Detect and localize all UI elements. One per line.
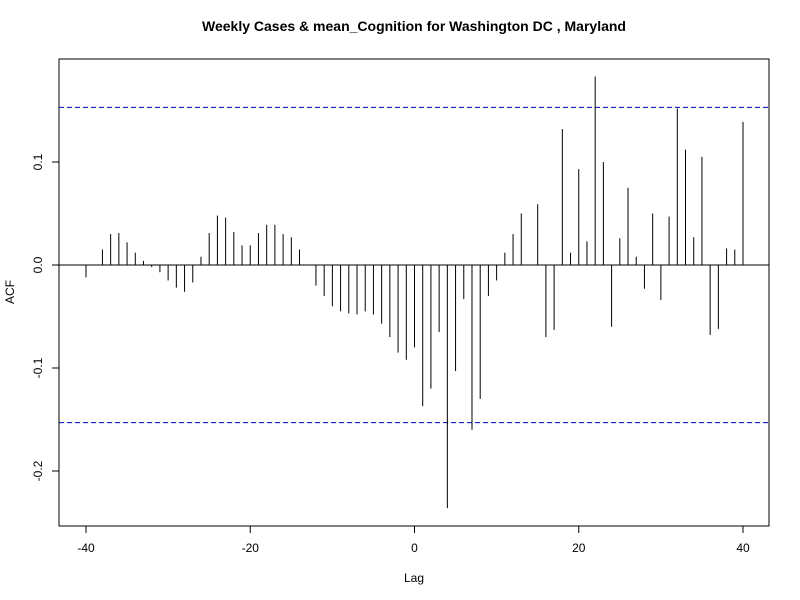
acf-bars — [85, 76, 744, 509]
x-tick-label: 0 — [411, 541, 418, 555]
x-tick-label: 20 — [572, 541, 586, 555]
x-axis-label: Lag — [404, 571, 424, 585]
y-axis: -0.2 -0.1 0.0 0.1 — [31, 153, 60, 481]
y-axis-label: ACF — [3, 280, 17, 304]
x-tick-label: -20 — [242, 541, 260, 555]
y-tick-label: 0.0 — [31, 256, 45, 273]
x-tick-label: -40 — [77, 541, 95, 555]
x-tick-label: 40 — [736, 541, 750, 555]
y-tick-label: -0.2 — [31, 460, 45, 481]
y-tick-label: 0.1 — [31, 153, 45, 170]
chart-title: Weekly Cases & mean_Cognition for Washin… — [202, 18, 626, 34]
confidence-bounds — [59, 106, 769, 424]
x-axis: -40 -20 0 20 40 — [77, 525, 750, 555]
y-tick-label: -0.1 — [31, 357, 45, 378]
